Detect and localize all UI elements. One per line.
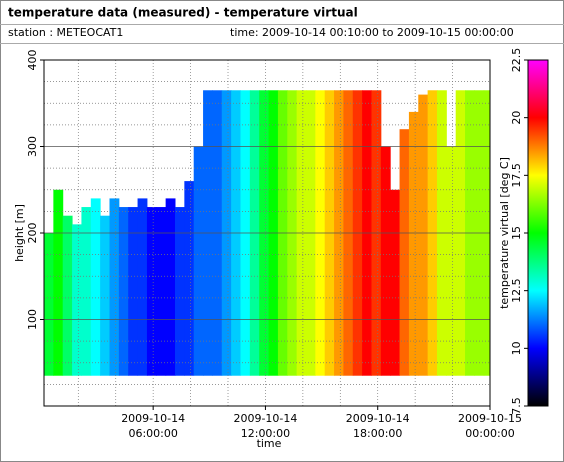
cell (53, 189, 64, 376)
colorbar-label: temperature virtual [deg C] (498, 157, 511, 309)
colorbar-tick-label: 10 (510, 341, 523, 355)
y-tick-label: 100 (26, 309, 39, 330)
cell (418, 94, 429, 376)
cell (137, 198, 148, 376)
colorbar-tick-label: 15 (510, 226, 523, 240)
cell (408, 111, 419, 376)
cell (62, 215, 73, 376)
cell (109, 198, 120, 376)
cell (146, 207, 157, 376)
cell (390, 189, 401, 376)
cell (193, 146, 204, 376)
cell (174, 207, 185, 376)
x-axis-label: time (257, 437, 282, 450)
cell (100, 215, 110, 376)
cell (81, 207, 92, 376)
x-tick-label: 2009-10-14 18:00:00 (345, 412, 410, 440)
colorbar-tick-label: 12.5 (510, 278, 523, 303)
colorbar-tick-label: 17.5 (510, 163, 523, 188)
x-tick-label: 2009-10-14 06:00:00 (121, 412, 186, 440)
cell (90, 198, 101, 376)
cell (184, 181, 195, 376)
cell (72, 224, 82, 376)
y-tick-label: 400 (26, 50, 39, 71)
y-axis-label: height [m] (13, 204, 26, 262)
cell (165, 198, 176, 376)
cell (118, 207, 129, 376)
y-tick-label: 200 (26, 223, 39, 244)
colorbar (527, 59, 549, 407)
y-tick-label: 300 (26, 136, 39, 157)
x-tick-label: 2009-10-15 00:00:00 (458, 412, 522, 440)
time-range: time: 2009-10-14 00:10:00 to 2009-10-15 … (230, 26, 514, 39)
cell (380, 146, 391, 376)
colorbar-tick-label: 22.5 (510, 48, 523, 73)
colorbar-tick-label: 20 (510, 111, 523, 125)
cell (128, 207, 139, 376)
cell (44, 233, 54, 376)
colorbar-tick-label: 7.5 (510, 397, 523, 415)
cell (446, 146, 457, 376)
x-tick-label: 2009-10-14 12:00:00 (233, 412, 298, 440)
cell (156, 207, 167, 376)
title: temperature data (measured) - temperatur… (8, 6, 358, 20)
station: station : METEOCAT1 (8, 26, 123, 39)
cell (399, 129, 410, 376)
